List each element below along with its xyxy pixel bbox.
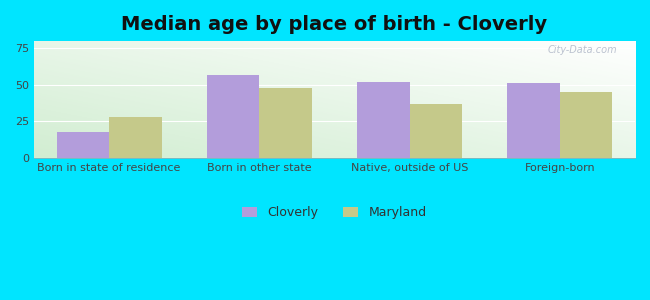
- Bar: [207, 75, 259, 158]
- Bar: [259, 88, 312, 158]
- Text: City-Data.com: City-Data.com: [547, 45, 617, 55]
- Bar: [57, 132, 109, 158]
- Bar: [560, 92, 612, 158]
- Bar: [507, 83, 560, 158]
- Bar: [109, 117, 162, 158]
- Bar: [357, 82, 410, 158]
- Title: Median age by place of birth - Cloverly: Median age by place of birth - Cloverly: [122, 15, 547, 34]
- Legend: Cloverly, Maryland: Cloverly, Maryland: [237, 201, 432, 224]
- Bar: [410, 104, 462, 158]
